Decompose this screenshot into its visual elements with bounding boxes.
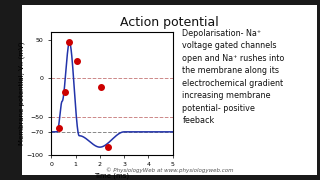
X-axis label: Time (ms): Time (ms) <box>94 173 130 179</box>
Text: Action potential: Action potential <box>120 16 219 29</box>
Text: Depolarisation- Na⁺
voltage gated channels
open and Na⁺ rushes into
the membrane: Depolarisation- Na⁺ voltage gated channe… <box>182 29 285 125</box>
Point <box>99 86 104 89</box>
Text: © PhysiologyWeb at www.physiologyweb.com: © PhysiologyWeb at www.physiologyweb.com <box>106 167 233 173</box>
Y-axis label: Membrane potential, Vₘ (mV): Membrane potential, Vₘ (mV) <box>19 42 25 145</box>
Point <box>67 41 72 44</box>
Point <box>56 127 61 129</box>
Point <box>74 60 79 63</box>
Point <box>106 146 111 148</box>
Point <box>62 91 67 94</box>
